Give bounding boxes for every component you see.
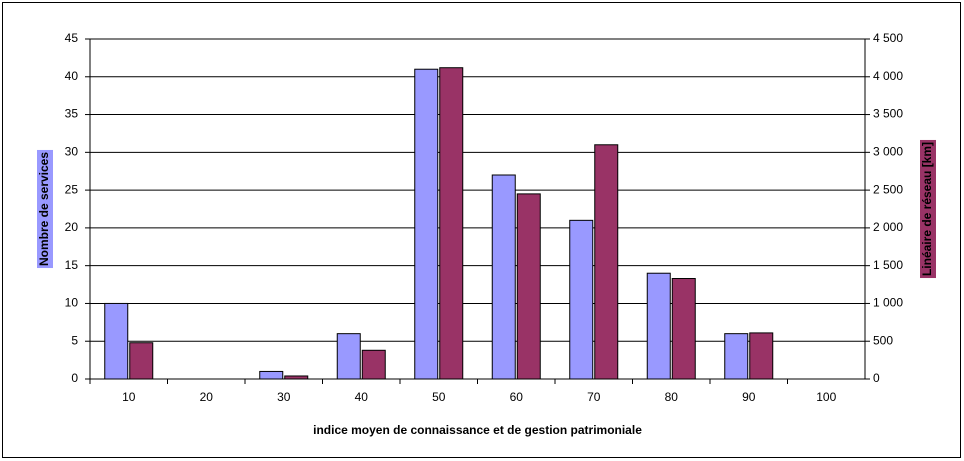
y2-tick-label: 3 000	[873, 145, 903, 159]
y2-tick-label: 0	[873, 371, 880, 385]
y-tick-label: 30	[65, 145, 79, 159]
y-tick-label: 15	[65, 258, 79, 272]
axis-title-box	[920, 139, 936, 279]
bar	[336, 333, 361, 380]
y-axis-title: Nombre de services	[37, 152, 51, 266]
y-tick-label: 25	[65, 182, 79, 196]
bar	[284, 375, 309, 380]
x-tick-label: 50	[432, 390, 446, 404]
bar	[569, 219, 594, 380]
x-tick-label: 10	[122, 390, 136, 404]
y2-tick-label: 2 000	[873, 220, 903, 234]
y2-tick-label: 1 000	[873, 296, 903, 310]
x-tick-label: 80	[665, 390, 679, 404]
y2-tick-label: 500	[873, 333, 893, 347]
y2-tick-label: 4 500	[873, 31, 903, 45]
x-tick-label: 90	[742, 390, 756, 404]
x-tick-label: 20	[200, 390, 214, 404]
bar	[439, 67, 464, 380]
axis-title-box	[37, 149, 53, 269]
bar	[361, 349, 386, 380]
x-tick-label: 100	[816, 390, 836, 404]
plot-area	[89, 38, 866, 380]
y2-axis-title: Linéaire de réseau [km]	[920, 142, 934, 276]
x-tick-label: 70	[587, 390, 601, 404]
y2-tick-label: 3 500	[873, 107, 903, 121]
bar	[259, 370, 284, 380]
y2-tick-label: 1 500	[873, 258, 903, 272]
x-tick-label: 60	[510, 390, 524, 404]
bar	[671, 278, 696, 380]
y-tick-label: 5	[71, 333, 78, 347]
bar	[516, 193, 541, 380]
y-tick-label: 40	[65, 69, 79, 83]
bar	[491, 174, 516, 380]
bar	[749, 332, 774, 380]
y-tick-label: 10	[65, 296, 79, 310]
y-tick-label: 45	[65, 31, 79, 45]
y-tick-label: 0	[71, 371, 78, 385]
y2-tick-label: 2 500	[873, 182, 903, 196]
bar	[594, 144, 619, 380]
y-tick-label: 35	[65, 107, 79, 121]
y-tick-label: 20	[65, 220, 79, 234]
x-axis-title: indice moyen de connaissance et de gesti…	[313, 423, 642, 437]
y2-tick-label: 4 000	[873, 69, 903, 83]
bar	[414, 68, 439, 380]
bar	[129, 342, 154, 380]
bar	[104, 302, 129, 380]
x-tick-label: 30	[277, 390, 291, 404]
bar	[724, 333, 749, 380]
x-tick-label: 40	[355, 390, 369, 404]
bar	[646, 272, 671, 380]
